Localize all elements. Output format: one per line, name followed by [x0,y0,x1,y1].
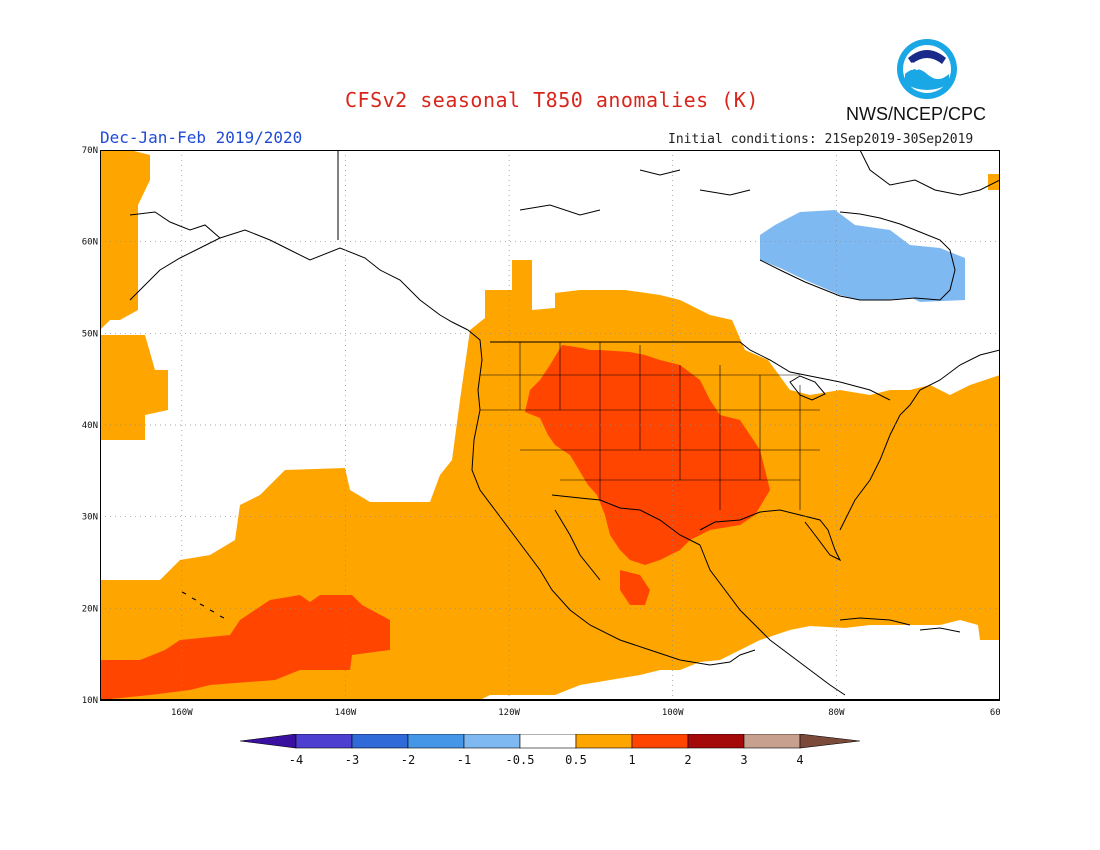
lat-tick-label: 20N [82,604,98,614]
lon-tick-label: 140W [335,708,357,718]
colorbar-label: 3 [740,753,747,767]
colorbar-segment [463,734,521,749]
lat-lon-grid [100,150,1000,700]
colorbar-label: -1 [457,753,471,767]
lat-tick-label: 50N [82,329,98,339]
lat-tick-label: 30N [82,513,98,523]
lon-tick-label: 160W [171,708,193,718]
colorbar-label: 0.5 [565,753,587,767]
colorbar-segment [575,734,633,749]
colorbar-segment [519,734,577,749]
lat-tick-label: 40N [82,421,98,431]
state-borders [480,342,820,510]
anomaly-fill-red [100,345,770,700]
lat-tick-label: 10N [82,696,98,706]
colorbar-segment [743,734,801,749]
colorbar-segment [407,734,465,749]
colorbar-label: -3 [345,753,359,767]
anomaly-fill-white [160,162,338,232]
colorbar-label: -4 [289,753,303,767]
coastlines [129,150,1000,696]
lon-tick-label: 100W [662,708,684,718]
lon-tick-labels: 160W 140W 120W 100W 80W 60W [171,708,1000,718]
colorbar-label: -0.5 [506,753,535,767]
colorbar-segment [631,734,689,749]
initial-conditions: Initial conditions: 21Sep2019-30Sep2019 [668,132,974,147]
anomaly-fill-orange [100,150,1000,700]
noaa-logo-icon: NOAA [897,39,957,99]
colorbar-label: 2 [684,753,691,767]
map-frame [100,150,1000,701]
colorbar-segment [240,734,297,749]
lat-tick-label: 70N [82,146,98,156]
lon-tick-label: 80W [828,708,845,718]
lon-tick-label: 120W [498,708,520,718]
lat-tick-labels: 70N 60N 50N 40N 30N 20N 10N [82,146,98,706]
colorbar-segment [351,734,409,749]
map-title: CFSv2 seasonal T850 anomalies (K) [345,88,759,112]
colorbar-label: -2 [401,753,415,767]
colorbar: -4 -3 -2 -1 -0.5 0.5 1 2 3 4 [240,734,861,767]
colorbar-label: 4 [796,753,803,767]
anomaly-fill-blue [760,210,965,302]
svg-text:NOAA: NOAA [911,61,943,73]
colorbar-segment [687,734,745,749]
colorbar-segment [799,734,861,749]
lat-tick-label: 60N [82,238,98,248]
agency-label: NWS/NCEP/CPC [846,104,987,124]
colorbar-label: 1 [628,753,635,767]
colorbar-segment [295,734,353,749]
anomaly-map: 160W 140W 120W 100W 80W 60W [100,150,1000,718]
forecast-period: Dec-Jan-Feb 2019/2020 [100,128,303,147]
lon-tick-label: 60W [990,708,1000,718]
